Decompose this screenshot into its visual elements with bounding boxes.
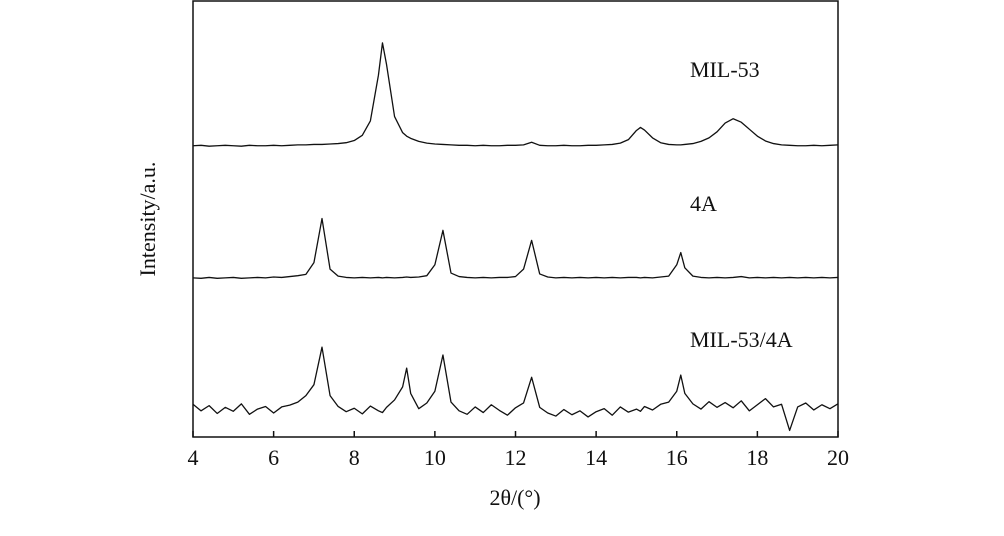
xrd-line [192, 217, 839, 279]
series-label: MIL-53 [690, 57, 760, 82]
xrd-line [192, 42, 839, 147]
x-tick-label: 20 [827, 445, 849, 470]
x-tick-label: 4 [188, 445, 199, 470]
xrd-line [192, 346, 839, 432]
x-tick-label: 12 [505, 445, 527, 470]
x-tick-label: 6 [268, 445, 279, 470]
x-axis-label: 2θ/(°) [489, 485, 540, 510]
x-tick-label: 8 [349, 445, 360, 470]
series-label: MIL-53/4A [690, 327, 793, 352]
x-tick-label: 10 [424, 445, 446, 470]
x-tick-label: 18 [746, 445, 768, 470]
x-tick-label: 14 [585, 445, 607, 470]
series-label: 4A [690, 191, 717, 216]
x-tick-label: 16 [666, 445, 688, 470]
y-axis-label: Intensity/a.u. [135, 162, 160, 277]
